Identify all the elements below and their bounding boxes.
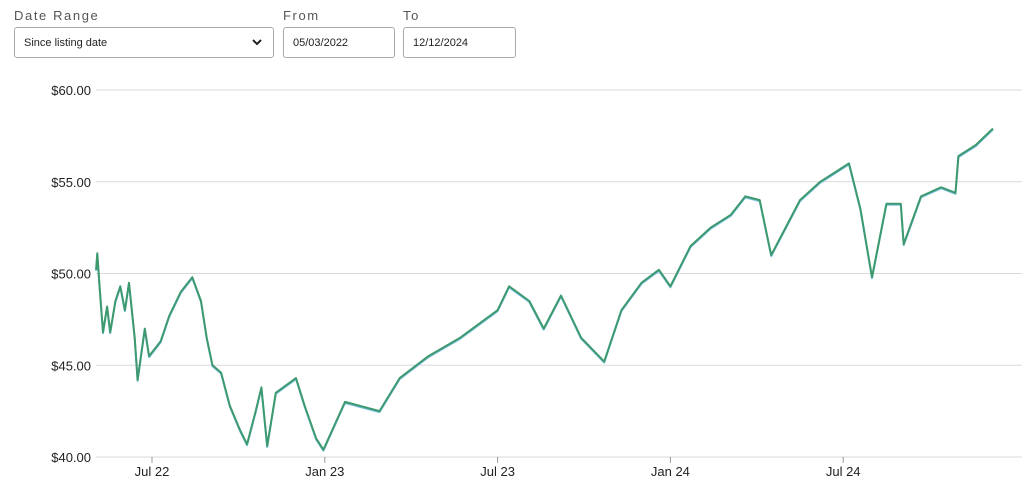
to-date-value: 12/12/2024 xyxy=(413,36,469,49)
y-tick-label: $40.00 xyxy=(51,450,91,465)
x-tick-label: Jan 24 xyxy=(651,464,690,479)
y-tick-label: $45.00 xyxy=(51,358,91,373)
x-tick-label: Jul 24 xyxy=(826,464,861,479)
series-shadow-line xyxy=(95,128,994,452)
y-tick-label: $50.00 xyxy=(51,267,91,282)
date-range-label: Date Range xyxy=(14,8,100,23)
date-range-value: Since listing date xyxy=(24,36,108,49)
x-tick-label: Jul 23 xyxy=(480,464,515,479)
chevron-down-icon xyxy=(252,39,262,46)
price-line xyxy=(95,127,994,451)
to-date-input[interactable]: 12/12/2024 xyxy=(403,27,516,58)
date-range-select[interactable]: Since listing date xyxy=(14,27,274,58)
y-tick-label: $60.00 xyxy=(51,83,91,98)
x-tick-label: Jul 22 xyxy=(135,464,170,479)
y-tick-label: $55.00 xyxy=(51,175,91,190)
to-label: To xyxy=(403,8,420,23)
from-date-input[interactable]: 05/03/2022 xyxy=(283,27,395,58)
from-date-value: 05/03/2022 xyxy=(293,36,349,49)
x-tick-label: Jan 23 xyxy=(305,464,344,479)
from-label: From xyxy=(283,8,320,23)
